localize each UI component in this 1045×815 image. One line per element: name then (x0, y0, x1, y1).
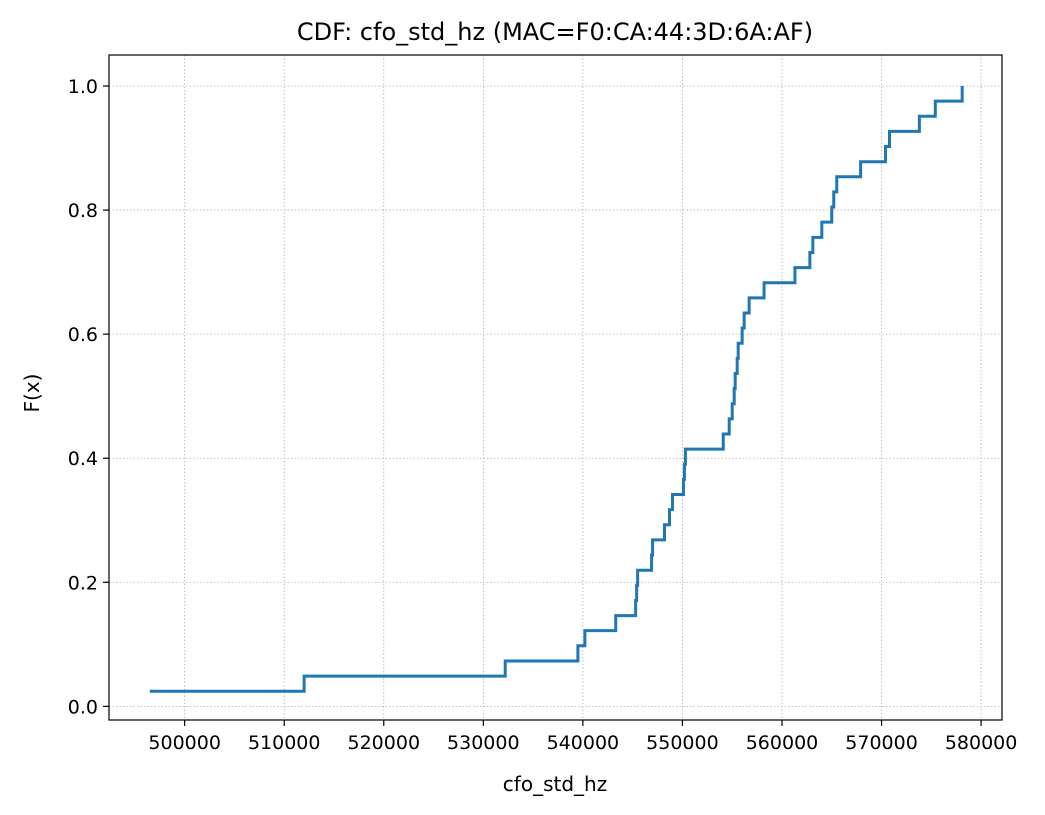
x-tick-label: 560000 (746, 732, 819, 754)
y-axis-ticks: 0.0 0.2 0.4 0.6 0.8 1.0 (68, 76, 109, 718)
y-tick-label: 0.0 (68, 696, 98, 718)
y-tick-label: 0.6 (68, 324, 98, 346)
x-axis-label: cfo_std_hz (503, 772, 607, 796)
x-axis-ticks: 500000 510000 520000 530000 540000 550000 5600… (148, 720, 1017, 754)
x-tick-label: 530000 (447, 732, 520, 754)
x-tick-label: 540000 (547, 732, 620, 754)
y-tick-label: 0.8 (68, 200, 98, 222)
x-tick-label: 510000 (248, 732, 321, 754)
chart-title: CDF: cfo_std_hz (MAC=F0:CA:44:3D:6A:AF) (297, 18, 813, 46)
series-layer (149, 86, 964, 693)
y-tick-label: 0.4 (68, 448, 98, 470)
plot-frame (108, 54, 1003, 721)
cdf-step-line (149, 86, 964, 693)
x-tick-label: 580000 (945, 732, 1018, 754)
grid-lines (109, 55, 1002, 720)
x-tick-label: 550000 (646, 732, 719, 754)
x-tick-label: 520000 (348, 732, 421, 754)
y-tick-label: 1.0 (68, 76, 98, 98)
x-tick-label: 500000 (148, 732, 221, 754)
plot-area (109, 55, 1002, 720)
x-tick-label: 570000 (845, 732, 918, 754)
y-axis-label: F(x) (20, 374, 44, 413)
y-tick-label: 0.2 (68, 572, 98, 594)
